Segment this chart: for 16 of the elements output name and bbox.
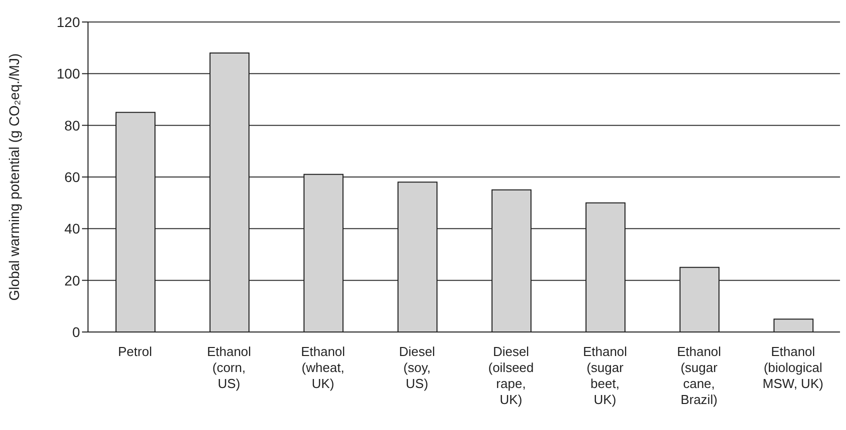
x-tick-label: Petrol	[118, 344, 152, 359]
x-tick-label: Ethanol (corn, US)	[206, 344, 252, 391]
x-tick-label: Diesel (oilseed rape, UK)	[488, 344, 534, 407]
x-tick-label: Ethanol (sugar beet, UK)	[582, 344, 628, 407]
x-tick-label: Ethanol (wheat, UK)	[300, 344, 346, 391]
y-tick-label: 0	[72, 324, 80, 340]
y-tick-label: 40	[64, 220, 80, 237]
y-tick-label: 60	[64, 168, 80, 185]
x-tick-label: Ethanol (sugar cane, Brazil)	[676, 344, 722, 407]
y-tick-label: 80	[64, 117, 80, 134]
y-tick-label: 100	[56, 66, 80, 82]
x-tick-label: Ethanol (biological MSW, UK)	[762, 344, 824, 391]
y-tick-label: 120	[56, 14, 80, 30]
y-tick-label: 20	[64, 272, 80, 288]
y-axis-title: Global warming potential (g CO₂eq./MJ)	[6, 53, 22, 301]
x-tick-label: Diesel (soy, US)	[398, 344, 436, 391]
